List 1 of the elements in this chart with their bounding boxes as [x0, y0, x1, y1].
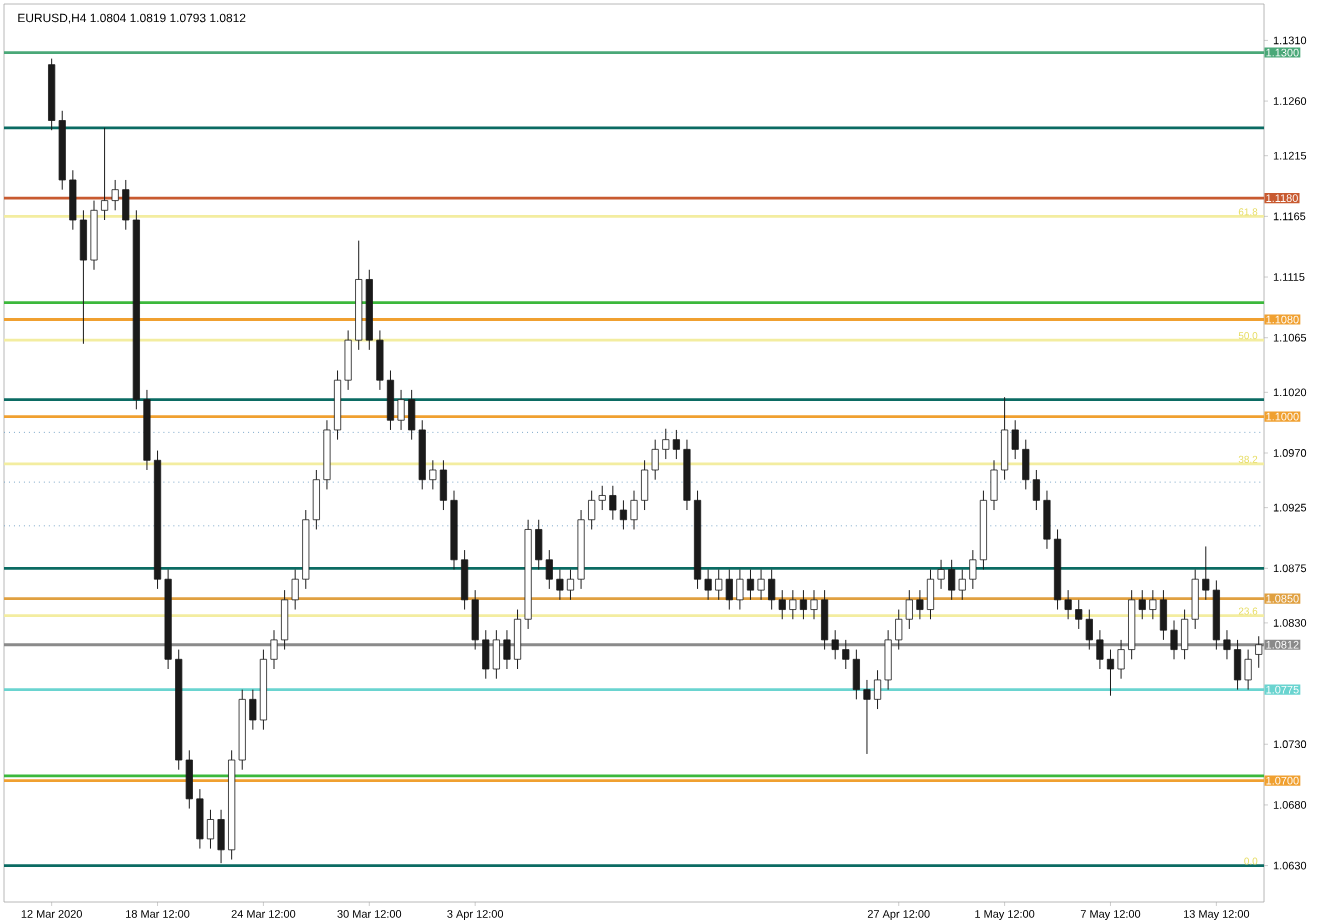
candlestick — [1255, 635, 1263, 669]
